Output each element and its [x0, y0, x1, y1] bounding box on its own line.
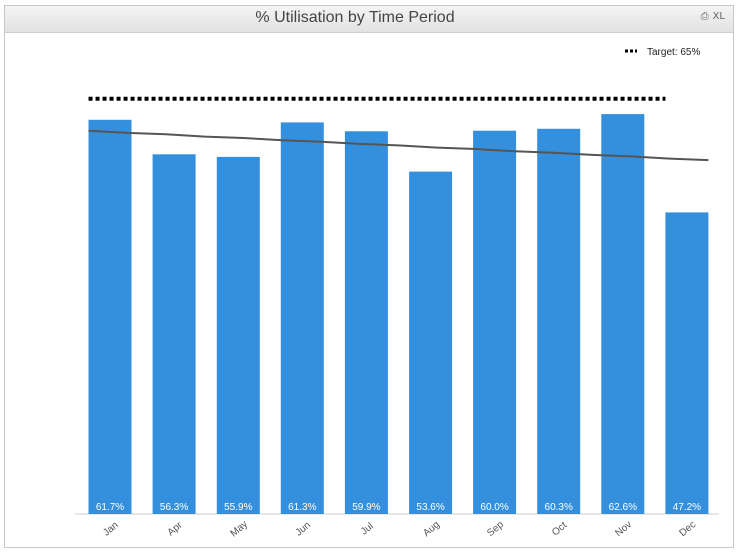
- bar-series: [88, 114, 709, 515]
- bar-nov[interactable]: [601, 114, 645, 514]
- x-tick-dec: Dec: [678, 519, 699, 539]
- data-label-sep: 60.0%: [480, 502, 508, 513]
- bar-jun[interactable]: [280, 122, 324, 515]
- bar-aug[interactable]: [409, 171, 453, 514]
- data-labels: 61.7% 56.3% 55.9% 61.3% 59.9% 53.6% 60.0% 60.3%…: [96, 502, 701, 513]
- data-label-apr: 56.3%: [160, 502, 188, 513]
- trend-line: [88, 129, 709, 162]
- legend: Target: 65%: [625, 47, 700, 58]
- caption-icons: ⎙ XL: [697, 11, 725, 22]
- x-tick-jan: Jan: [101, 520, 120, 539]
- x-tick-jun: Jun: [294, 520, 313, 539]
- bar-jan[interactable]: [88, 119, 132, 515]
- bar-sep[interactable]: [473, 130, 517, 514]
- x-axis-ticks: Jan Apr May Jun Jul Aug Sep Oct Nov Dec: [101, 519, 698, 540]
- bar-dec[interactable]: [665, 212, 709, 514]
- data-label-jun: 61.3%: [288, 502, 316, 513]
- bar-may[interactable]: [216, 156, 260, 514]
- x-tick-aug: Aug: [421, 519, 442, 539]
- bar-apr[interactable]: [152, 154, 196, 515]
- data-label-jul: 59.9%: [352, 502, 380, 513]
- x-tick-may: May: [228, 519, 250, 540]
- data-label-oct: 60.3%: [545, 502, 573, 513]
- excel-icon[interactable]: XL: [712, 11, 725, 22]
- data-label-nov: 62.6%: [609, 502, 637, 513]
- bar-jul[interactable]: [344, 131, 388, 515]
- data-label-may: 55.9%: [224, 502, 252, 513]
- bar-oct[interactable]: [537, 128, 581, 515]
- chart-caption-bar: % Utilisation by Time Period ⎙ XL: [5, 6, 733, 33]
- chart-title: % Utilisation by Time Period: [255, 9, 455, 26]
- x-tick-oct: Oct: [550, 520, 569, 539]
- x-tick-jul: Jul: [359, 521, 376, 538]
- legend-target-label: Target: 65%: [647, 47, 700, 58]
- data-label-dec: 47.2%: [673, 502, 701, 513]
- data-label-aug: 53.6%: [416, 502, 444, 513]
- x-tick-apr: Apr: [166, 520, 186, 539]
- print-icon[interactable]: ⎙: [700, 11, 709, 22]
- data-label-jan: 61.7%: [96, 502, 124, 513]
- x-tick-sep: Sep: [485, 519, 506, 539]
- x-tick-nov: Nov: [613, 519, 634, 539]
